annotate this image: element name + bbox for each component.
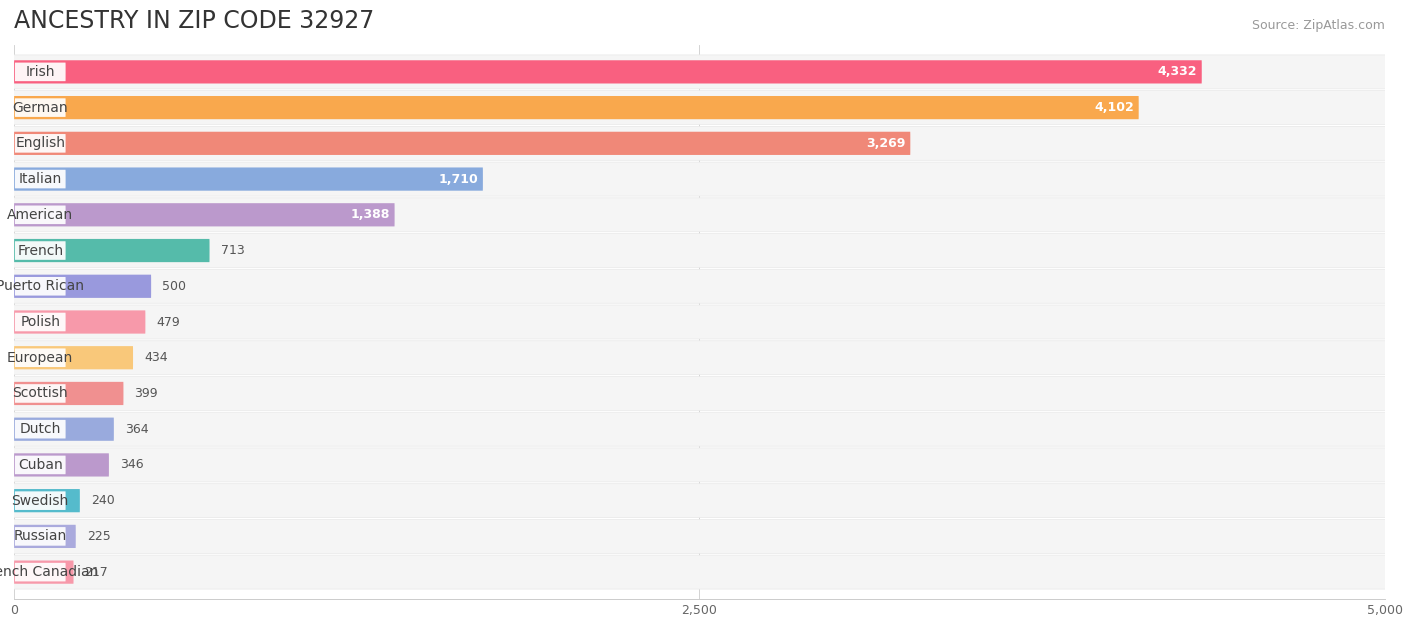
FancyBboxPatch shape (13, 484, 1386, 518)
Text: 1,710: 1,710 (439, 173, 478, 185)
Text: German: German (13, 100, 67, 115)
FancyBboxPatch shape (13, 55, 1386, 89)
Text: Source: ZipAtlas.com: Source: ZipAtlas.com (1251, 19, 1385, 32)
Text: 434: 434 (143, 351, 167, 365)
FancyBboxPatch shape (15, 99, 66, 117)
Text: Polish: Polish (20, 315, 60, 329)
Text: French: French (17, 243, 63, 258)
FancyBboxPatch shape (15, 205, 66, 224)
FancyBboxPatch shape (13, 269, 1386, 303)
FancyBboxPatch shape (14, 61, 1202, 84)
FancyBboxPatch shape (14, 167, 482, 191)
FancyBboxPatch shape (13, 126, 1386, 160)
Text: 225: 225 (87, 530, 111, 543)
FancyBboxPatch shape (13, 412, 1386, 446)
FancyBboxPatch shape (15, 313, 66, 331)
Text: European: European (7, 351, 73, 365)
FancyBboxPatch shape (14, 132, 910, 155)
FancyBboxPatch shape (14, 274, 152, 298)
FancyBboxPatch shape (14, 453, 108, 477)
FancyBboxPatch shape (13, 91, 1386, 124)
Text: American: American (7, 208, 73, 222)
FancyBboxPatch shape (15, 384, 66, 402)
FancyBboxPatch shape (15, 277, 66, 296)
FancyBboxPatch shape (13, 448, 1386, 482)
FancyBboxPatch shape (13, 198, 1386, 232)
FancyBboxPatch shape (14, 96, 1139, 119)
Text: Dutch: Dutch (20, 422, 60, 436)
Text: French Canadian: French Canadian (0, 565, 98, 579)
FancyBboxPatch shape (15, 527, 66, 545)
FancyBboxPatch shape (13, 377, 1386, 410)
FancyBboxPatch shape (15, 491, 66, 510)
Text: Russian: Russian (14, 529, 67, 544)
Text: Irish: Irish (25, 65, 55, 79)
FancyBboxPatch shape (14, 417, 114, 440)
FancyBboxPatch shape (15, 170, 66, 188)
Text: Cuban: Cuban (18, 458, 63, 472)
Text: 217: 217 (84, 565, 108, 578)
FancyBboxPatch shape (15, 242, 66, 260)
Text: 479: 479 (156, 316, 180, 328)
FancyBboxPatch shape (14, 560, 73, 583)
FancyBboxPatch shape (13, 234, 1386, 267)
FancyBboxPatch shape (14, 346, 134, 370)
FancyBboxPatch shape (15, 563, 66, 582)
Text: ANCESTRY IN ZIP CODE 32927: ANCESTRY IN ZIP CODE 32927 (14, 10, 374, 33)
FancyBboxPatch shape (14, 525, 76, 548)
Text: English: English (15, 137, 65, 150)
Text: Swedish: Swedish (11, 494, 69, 507)
FancyBboxPatch shape (13, 305, 1386, 339)
FancyBboxPatch shape (14, 489, 80, 512)
FancyBboxPatch shape (13, 520, 1386, 553)
FancyBboxPatch shape (15, 420, 66, 439)
FancyBboxPatch shape (13, 341, 1386, 375)
Text: 1,388: 1,388 (350, 208, 389, 222)
FancyBboxPatch shape (13, 162, 1386, 196)
FancyBboxPatch shape (14, 310, 145, 334)
FancyBboxPatch shape (15, 456, 66, 474)
FancyBboxPatch shape (15, 62, 66, 81)
Text: Puerto Rican: Puerto Rican (0, 279, 84, 293)
Text: 240: 240 (91, 494, 114, 507)
FancyBboxPatch shape (14, 239, 209, 262)
Text: Italian: Italian (18, 172, 62, 186)
Text: Scottish: Scottish (13, 386, 67, 401)
FancyBboxPatch shape (14, 204, 395, 227)
Text: 3,269: 3,269 (866, 137, 905, 150)
FancyBboxPatch shape (15, 134, 66, 153)
Text: 364: 364 (125, 422, 149, 436)
Text: 4,102: 4,102 (1094, 101, 1133, 114)
FancyBboxPatch shape (15, 348, 66, 367)
Text: 4,332: 4,332 (1157, 66, 1197, 79)
FancyBboxPatch shape (13, 555, 1386, 589)
FancyBboxPatch shape (14, 382, 124, 405)
Text: 399: 399 (135, 387, 157, 400)
Text: 713: 713 (221, 244, 245, 257)
Text: 500: 500 (162, 279, 186, 293)
Text: 346: 346 (120, 459, 143, 471)
